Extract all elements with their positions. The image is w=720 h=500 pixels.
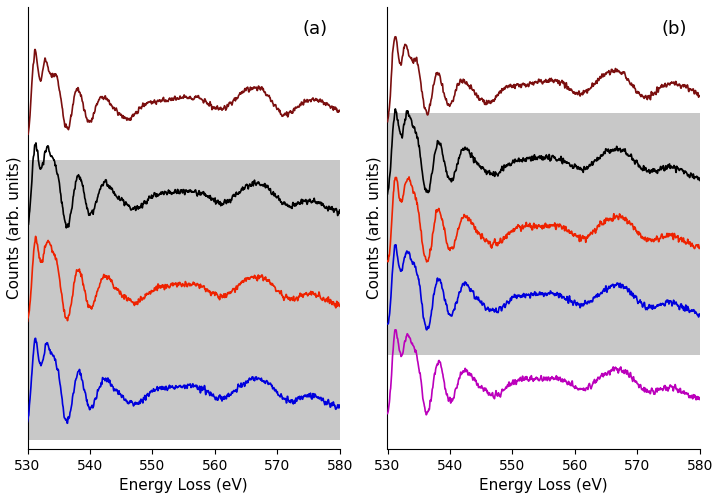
Bar: [27, 160, 340, 440]
Text: (a): (a): [302, 20, 328, 38]
X-axis label: Energy Loss (eV): Energy Loss (eV): [120, 478, 248, 493]
Text: (b): (b): [662, 20, 688, 38]
Bar: [387, 113, 700, 356]
X-axis label: Energy Loss (eV): Energy Loss (eV): [480, 478, 608, 493]
Y-axis label: Counts (arb. units): Counts (arb. units): [7, 156, 22, 299]
Y-axis label: Counts (arb. units): Counts (arb. units): [367, 156, 382, 299]
